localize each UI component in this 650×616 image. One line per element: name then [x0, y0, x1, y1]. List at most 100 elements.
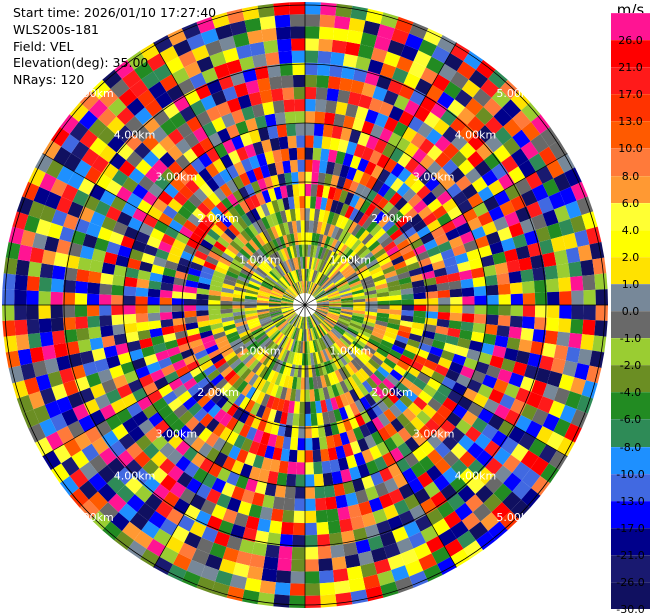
range-gate-cell — [399, 394, 413, 408]
range-gate-cell — [291, 376, 298, 390]
range-gate-cell — [200, 565, 219, 582]
range-gate-cell — [305, 377, 310, 390]
range-gate-cell — [174, 270, 188, 280]
range-gate-cell — [316, 376, 323, 389]
range-gate-cell — [313, 271, 320, 283]
range-gate-cell — [158, 383, 173, 398]
range-gate-cell — [352, 169, 365, 184]
range-gate-cell — [311, 171, 319, 185]
range-gate-cell — [199, 330, 213, 339]
range-gate-cell — [498, 173, 515, 190]
range-gate-cell — [287, 338, 294, 351]
range-gate-cell — [314, 339, 320, 352]
range-gate-cell — [137, 269, 151, 281]
range-gate-cell — [169, 352, 184, 365]
range-gate-cell — [484, 324, 498, 336]
range-gate-cell — [401, 299, 414, 305]
range-gate-cell — [486, 294, 499, 305]
range-gate-cell — [186, 327, 200, 337]
range-gate-cell — [339, 431, 350, 446]
range-gate-cell — [540, 463, 560, 484]
range-gate-cell — [239, 132, 253, 147]
range-gate-cell — [440, 483, 458, 502]
range-gate-cell — [279, 210, 288, 224]
range-gate-cell — [260, 319, 273, 327]
range-gate-cell — [462, 305, 475, 314]
range-gate-cell — [117, 352, 133, 365]
range-gate-cell — [263, 556, 279, 571]
range-gate-cell — [467, 150, 484, 168]
range-gate-cell — [196, 293, 209, 300]
range-gate-cell — [380, 339, 394, 349]
range-gate-cell — [280, 305, 294, 308]
range-gate-cell — [272, 316, 285, 324]
range-gate-cell — [429, 252, 444, 264]
range-gate-cell — [255, 391, 266, 405]
range-gate-cell — [14, 319, 28, 336]
range-gate-cell — [198, 152, 213, 168]
range-gate-cell — [221, 252, 234, 263]
range-gate-cell — [320, 234, 328, 248]
range-gate-cell — [368, 497, 384, 513]
range-ring-label: 4.00km — [455, 469, 497, 482]
range-gate-cell — [265, 382, 275, 396]
range-gate-cell — [174, 330, 188, 340]
range-gate-cell — [317, 363, 324, 376]
range-gate-cell — [88, 491, 108, 511]
range-gate-cell — [426, 56, 445, 75]
range-gate-cell — [221, 482, 236, 498]
range-gate-cell — [153, 376, 169, 390]
range-gate-cell — [316, 300, 329, 304]
range-gate-cell — [226, 354, 240, 366]
range-gate-cell — [44, 191, 62, 210]
range-gate-cell — [177, 78, 195, 96]
range-gate-cell — [162, 267, 177, 278]
range-gate-cell — [166, 346, 181, 358]
range-gate-cell — [475, 106, 494, 125]
range-gate-cell — [327, 149, 338, 163]
range-gate-cell — [39, 387, 57, 405]
range-gate-cell — [594, 320, 608, 337]
range-gate-cell — [424, 176, 441, 192]
range-gate-cell — [239, 200, 251, 214]
range-gate-cell — [268, 306, 281, 309]
range-gate-cell — [457, 261, 471, 273]
range-gate-cell — [274, 265, 284, 277]
range-gate-cell — [295, 269, 300, 282]
range-ring-label: 1.00km — [239, 344, 281, 357]
range-gate-cell — [215, 570, 233, 586]
range-gate-cell — [110, 512, 130, 532]
range-gate-cell — [245, 426, 258, 441]
range-gate-cell — [526, 391, 543, 409]
range-gate-cell — [132, 183, 149, 200]
range-gate-cell — [486, 305, 499, 316]
range-gate-cell — [159, 45, 179, 64]
range-gate-cell — [185, 178, 200, 194]
range-gate-cell — [359, 248, 371, 260]
range-gate-cell — [256, 305, 269, 308]
range-gate-cell — [152, 342, 167, 354]
colorbar-cell: -2.0 — [611, 338, 650, 372]
range-gate-cell — [477, 245, 493, 258]
range-gate-cell — [260, 164, 271, 179]
colorbar-tick-label: -1.0 — [619, 332, 642, 346]
range-gate-cell — [237, 500, 252, 516]
range-gate-cell — [62, 292, 76, 305]
range-gate-cell — [288, 286, 298, 297]
range-gate-cell — [248, 373, 259, 387]
range-gate-cell — [137, 199, 153, 215]
range-gate-cell — [532, 267, 546, 281]
range-gate-cell — [456, 374, 471, 388]
range-gate-cell — [289, 364, 296, 377]
range-gate-cell — [287, 135, 297, 149]
range-gate-cell — [279, 386, 288, 400]
range-gate-cell — [342, 115, 356, 130]
range-gate-cell — [296, 282, 302, 294]
range-gate-cell — [172, 39, 192, 57]
range-gate-cell — [233, 255, 247, 266]
range-gate-cell — [315, 99, 327, 113]
range-gate-cell — [229, 240, 242, 252]
range-gate-cell — [91, 248, 106, 263]
range-gate-cell — [161, 233, 176, 246]
range-gate-cell — [139, 222, 154, 236]
